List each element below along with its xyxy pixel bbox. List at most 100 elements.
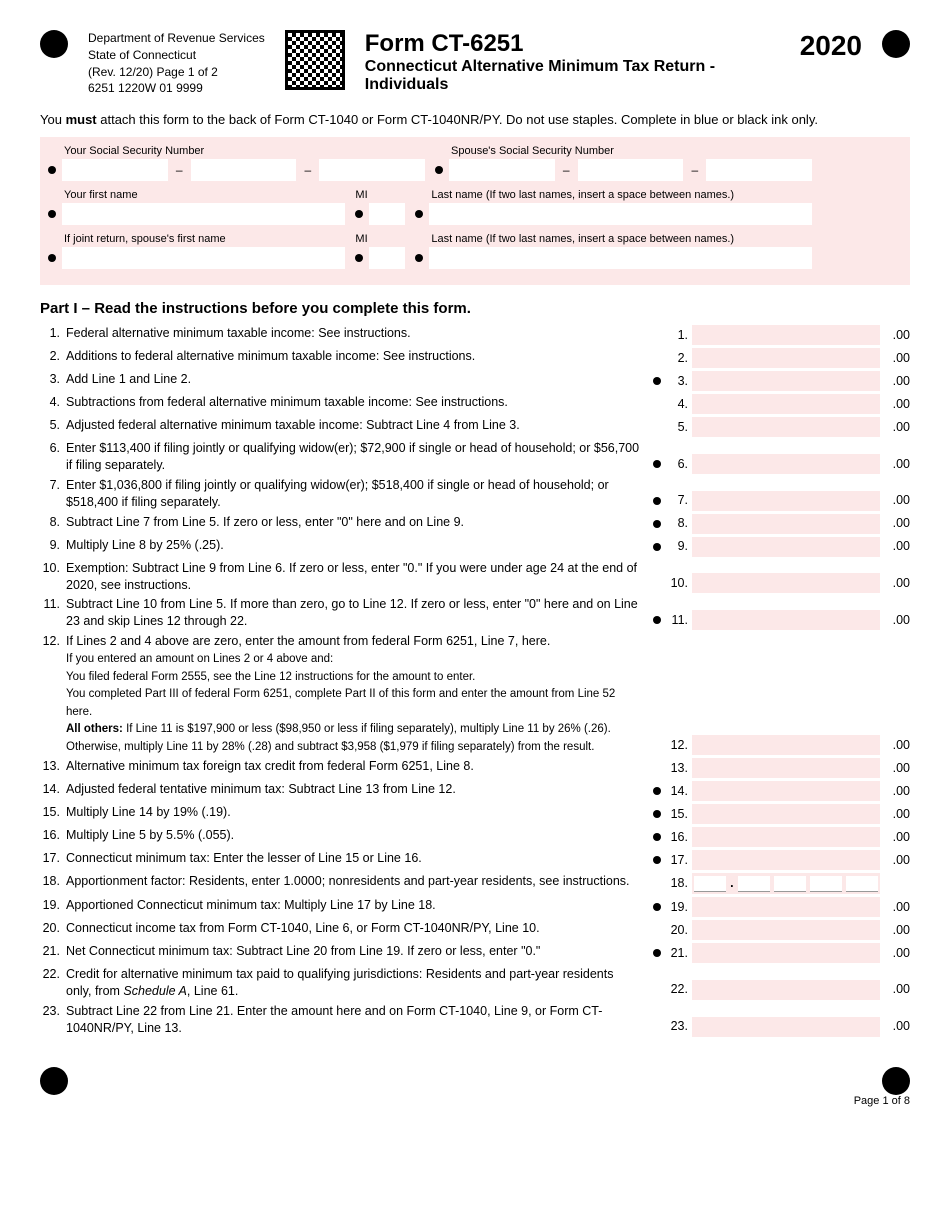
line-row: 6.Enter $113,400 if filing jointly or qu… [40,440,910,474]
line-5-input[interactable] [692,417,880,437]
line-2-input[interactable] [692,348,880,368]
your-ssn-3[interactable] [319,159,425,181]
line-right: 16..00 [650,827,910,847]
line-22-input[interactable] [692,980,880,1000]
form-header: Department of Revenue Services State of … [40,30,910,97]
line-15-input[interactable] [692,804,880,824]
line-9-input[interactable] [692,537,880,557]
line-text: Connecticut minimum tax: Enter the lesse… [66,850,650,867]
line-num: 5. [40,417,66,434]
spouse-ssn-label: Spouse's Social Security Number [435,145,812,157]
line-right: 4..00 [650,394,910,414]
line-rnum: 21. [664,945,692,962]
first-name-input[interactable] [62,203,345,225]
line-right: 17..00 [650,850,910,870]
line-right: 7..00 [650,491,910,511]
line-rnum: 8. [664,515,692,532]
spouse-last-input[interactable] [429,247,812,269]
line12-main: If Lines 2 and 4 above are zero, enter t… [66,634,550,648]
your-ssn-1[interactable] [62,159,168,181]
line-row: 4.Subtractions from federal alternative … [40,394,910,414]
line-num: 20. [40,920,66,937]
line-right: 8. .00 [650,514,910,534]
line-num: 12. [40,633,66,650]
cents: .00 [880,515,910,532]
line-rnum: 13. [664,760,692,777]
line-row: 23.Subtract Line 22 from Line 21. Enter … [40,1003,910,1037]
line-21-input[interactable] [692,943,880,963]
spouse-ssn-1[interactable] [449,159,555,181]
line-num: 7. [40,477,66,494]
line-20-input[interactable] [692,920,880,940]
cents: .00 [880,737,910,754]
your-ssn-2[interactable] [191,159,297,181]
mi-label: MI [355,189,405,201]
line-row: 7.Enter $1,036,800 if filing jointly or … [40,477,910,511]
line-row: 10. Exemption: Subtract Line 9 from Line … [40,560,910,594]
line-rnum: 10. [664,575,692,592]
line-row: 14.Adjusted federal tentative minimum ta… [40,781,910,801]
cents: .00 [880,806,910,823]
line-row: 13. Alternative minimum tax foreign tax c… [40,758,910,778]
line-text: Multiply Line 14 by 19% (.19). [66,804,650,821]
line-text: Enter $113,400 if filing jointly or qual… [66,440,650,474]
line-3-input[interactable] [692,371,880,391]
spouse-first-label: If joint return, spouse's first name [48,233,345,245]
line-rnum: 15. [664,806,692,823]
line-19-input[interactable] [692,897,880,917]
line-text: Federal alternative minimum taxable inco… [66,325,650,342]
line-right: 10. .00 [650,573,910,593]
line-13-input[interactable] [692,758,880,778]
line-num: 15. [40,804,66,821]
spouse-mi-input[interactable] [369,247,405,269]
line-text: Exemption: Subtract Line 9 from Line 6. … [66,560,650,594]
cents: .00 [880,575,910,592]
cents: .00 [880,419,910,436]
mi-input[interactable] [369,203,405,225]
line-text: Adjusted federal alternative minimum tax… [66,417,650,434]
line-4-input[interactable] [692,394,880,414]
cents: .00 [880,945,910,962]
line-right: 6..00 [650,454,910,474]
line-rnum: 19. [664,899,692,916]
spouse-ssn-group: Spouse's Social Security Number – – [435,145,812,181]
line-8-input[interactable] [692,514,880,534]
line-text: Adjusted federal tentative minimum tax: … [66,781,650,798]
line-14-input[interactable] [692,781,880,801]
cents: .00 [880,783,910,800]
line-row: 21.Net Connecticut minimum tax: Subtract… [40,943,910,963]
line-7-input[interactable] [692,491,880,511]
line-rnum: 12. [664,737,692,754]
page-number: Page 1 of 8 [40,1095,910,1107]
line-text: Add Line 1 and Line 2. [66,371,650,388]
line-num: 8. [40,514,66,531]
bullet-icon [653,520,661,528]
line-12-input[interactable] [692,735,880,755]
spouse-first-input[interactable] [62,247,345,269]
spouse-ssn-2[interactable] [578,159,684,181]
line-1-input[interactable] [692,325,880,345]
line-num: 18. [40,873,66,890]
line-17-input[interactable] [692,850,880,870]
line-16-input[interactable] [692,827,880,847]
dept-line2: State of Connecticut [88,47,265,64]
bullet-icon [653,460,661,468]
your-ssn-label: Your Social Security Number [48,145,425,157]
line-text: Alternative minimum tax foreign tax cred… [66,758,650,775]
line-6-input[interactable] [692,454,880,474]
bullet-icon [48,166,56,174]
line-rnum: 14. [664,783,692,800]
line-11-input[interactable] [692,610,880,630]
line-num: 14. [40,781,66,798]
line-10-input[interactable] [692,573,880,593]
line-18: 18. Apportionment factor: Residents, ent… [40,873,910,894]
line12-s1: If you entered an amount on Lines 2 or 4… [66,653,333,665]
last-name-input[interactable] [429,203,812,225]
line-18-input[interactable]: . [692,873,880,894]
registration-dot-br [882,1067,910,1095]
line-row: 5.Adjusted federal alternative minimum t… [40,417,910,437]
line-23-input[interactable] [692,1017,880,1037]
spouse-ssn-3[interactable] [706,159,812,181]
cents: .00 [880,327,910,344]
first-name-label: Your first name [48,189,345,201]
